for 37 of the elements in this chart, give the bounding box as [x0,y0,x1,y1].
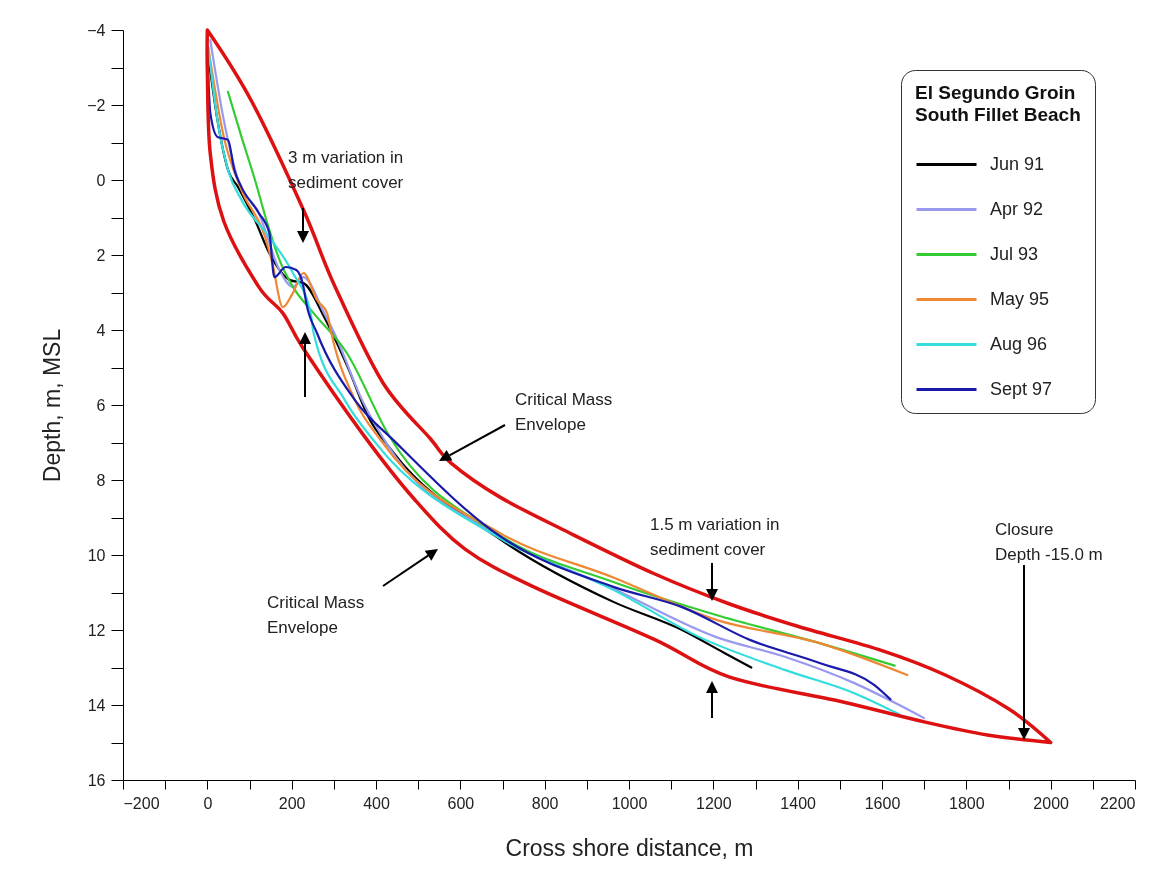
y-tick-label: −2 [87,96,106,114]
y-tick-label: 10 [87,546,106,564]
x-tick-label: 1200 [696,794,732,812]
x-tick-label: 800 [531,794,559,812]
y-tick-label: 4 [96,321,106,339]
legend-label: Aug 96 [990,333,1048,354]
y-tick-label: 6 [96,396,106,414]
y-tick-label: 12 [87,621,106,639]
legend-label: Jun 91 [990,153,1045,174]
y-tick-label: 2 [96,246,106,264]
y-axis-title: Depth, m, MSL [39,328,66,483]
x-tick-label: 200 [278,794,306,812]
annotation: Critical Mass Envelope [515,390,613,434]
y-tick-label: 8 [96,471,106,489]
x-axis-title: Cross shore distance, m [505,834,754,861]
annotation: Critical Mass Envelope [267,593,365,637]
x-tick-label: 2200 [1099,794,1136,812]
x-tick-label: 2000 [1033,794,1070,812]
y-tick-label: 16 [87,771,106,789]
x-tick-label: 1600 [864,794,901,812]
legend-title: El Segundo Groin South Fillet Beach [915,82,1081,125]
x-tick-label: 1400 [780,794,817,812]
x-tick-label: 0 [203,794,213,812]
legend-label: Sept 97 [990,378,1053,399]
x-tick-label: −200 [123,794,160,812]
x-tick-label: 1800 [949,794,985,812]
y-tick-label: −4 [87,21,106,39]
legend-label: Jul 93 [990,243,1039,264]
annotation: Closure Depth -15.0 m [995,520,1103,564]
x-tick-label: 400 [363,794,390,812]
y-tick-label: 0 [96,171,106,189]
annotation: 1.5 m variation in sediment cover [650,515,780,559]
legend-label: Apr 92 [990,198,1044,219]
x-tick-label: 600 [447,794,475,812]
y-tick-label: 14 [87,696,106,714]
legend-label: May 95 [990,288,1050,309]
x-tick-label: 1000 [611,794,648,812]
